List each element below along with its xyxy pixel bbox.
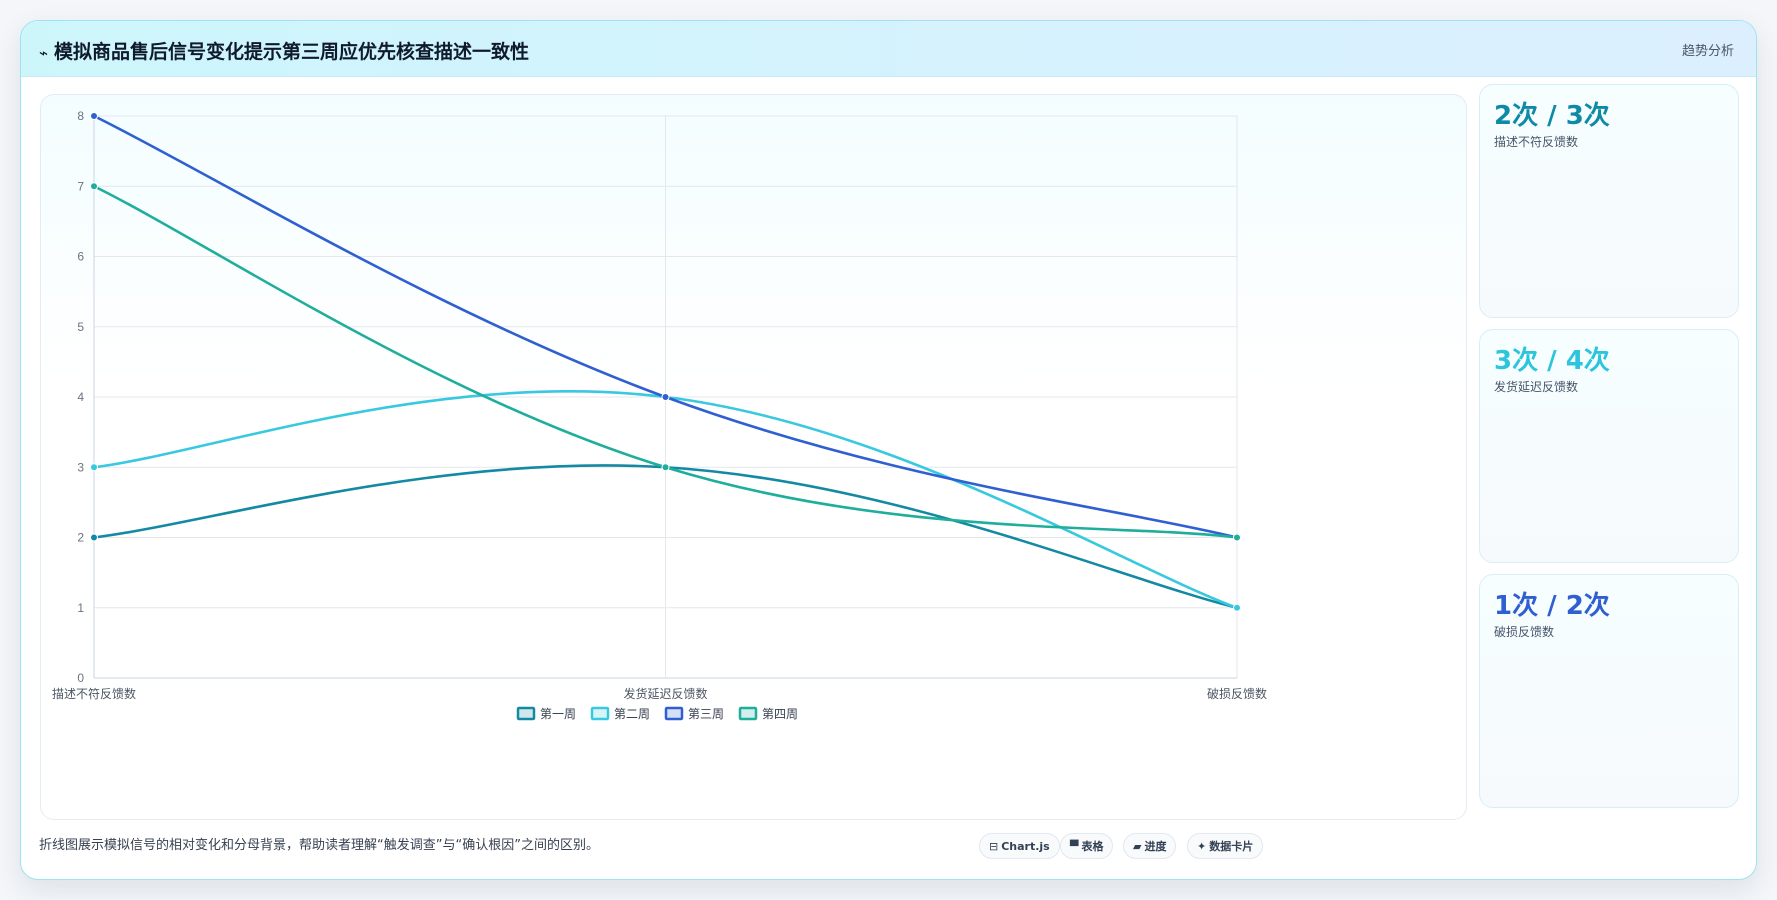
stat-value: 3次 / 4次 [1494,346,1610,376]
x-tick-label: 发货延迟反馈数 [623,686,707,701]
chart-card: ⌁ 模拟商品售后信号变化提示第三周应优先核查描述一致性 趋势分析 0 1 2 3 4 5 6 7… [20,20,1757,880]
y-tick-label: 2 [77,531,84,545]
data-point-week-4 [661,463,670,472]
stat-card-delay: 3次 / 4次 发货延迟反馈数 [1479,329,1739,563]
legend-swatch [664,706,684,721]
chart-title-text: 模拟商品售后信号变化提示第三周应优先核查描述一致性 [54,41,530,63]
y-tick-label: 5 [77,320,84,334]
legend-label: 第四周 [762,707,798,721]
chart-icon: ⊟ [989,840,999,853]
chart-panel: 0 1 2 3 4 5 6 7 8 描述不符反馈数 发货延迟反馈数 破损反馈数第一周 第二周 第三周 第四周 [40,94,1467,820]
pill-progress[interactable]: ▰ 进度 [1123,833,1177,859]
pill-table[interactable]: ▀ 表格 [1060,833,1114,859]
stat-label: 破损反馈数 [1494,625,1555,639]
y-tick-label: 0 [77,671,84,685]
stat-label: 描述不符反馈数 [1494,135,1579,149]
data-point-week-4 [90,182,98,191]
pill-label: 进度 [1144,840,1167,853]
stat-card-description: 2次 / 3次 描述不符反馈数 [1479,84,1739,318]
legend-label: 第一周 [540,707,576,721]
data-point-week-2 [1233,603,1241,612]
x-tick-label: 破损反馈数 [1207,686,1267,701]
pill-data-card[interactable]: ✦ 数据卡片 [1187,833,1264,859]
card-header: ⌁ 模拟商品售后信号变化提示第三周应优先核查描述一致性 趋势分析 [21,21,1756,77]
data-point-week-3 [661,393,670,401]
stat-label: 发货延迟反馈数 [1494,380,1579,394]
pulse-icon: ⌁ [39,44,49,62]
trend-tag: 趋势分析 [1681,44,1734,59]
chart-title: ⌁ 模拟商品售后信号变化提示第三周应优先核查描述一致性 [39,37,529,64]
legend-label: 第二周 [614,707,650,721]
card-icon: ✦ [1197,840,1207,853]
y-tick-label: 3 [77,460,84,474]
progress-icon: ▰ [1133,840,1142,853]
table-icon: ▀ [1070,840,1079,853]
y-tick-label: 7 [77,179,84,193]
stat-value: 1次 / 2次 [1494,591,1610,621]
pill-label: 表格 [1081,840,1104,853]
legend-label: 第三周 [688,707,724,721]
y-tick-label: 6 [77,250,84,264]
stat-card-damage: 1次 / 2次 破损反馈数 [1479,574,1739,808]
y-tick-label: 1 [77,601,84,615]
chart-caption: 折线图展示模拟信号的相对变化和分母背景，帮助读者理解“触发调查”与“确认根因”之… [39,838,599,853]
data-point-week-2 [90,463,98,472]
stat-value: 2次 / 3次 [1494,101,1610,131]
y-tick-label: 4 [77,390,84,404]
legend-swatch [738,706,758,721]
x-tick-label: 描述不符反馈数 [52,686,136,701]
pill-label: 数据卡片 [1209,840,1254,853]
data-point-week-3 [90,112,98,120]
legend-swatch [590,706,610,721]
data-point-week-1 [90,533,98,542]
y-tick-label: 8 [77,109,84,123]
legend-swatch [516,706,536,721]
data-point-week-4 [1233,533,1241,542]
pill-chartjs[interactable]: ⊟ Chart.js [979,833,1060,859]
pill-label: Chart.js [1001,840,1050,853]
